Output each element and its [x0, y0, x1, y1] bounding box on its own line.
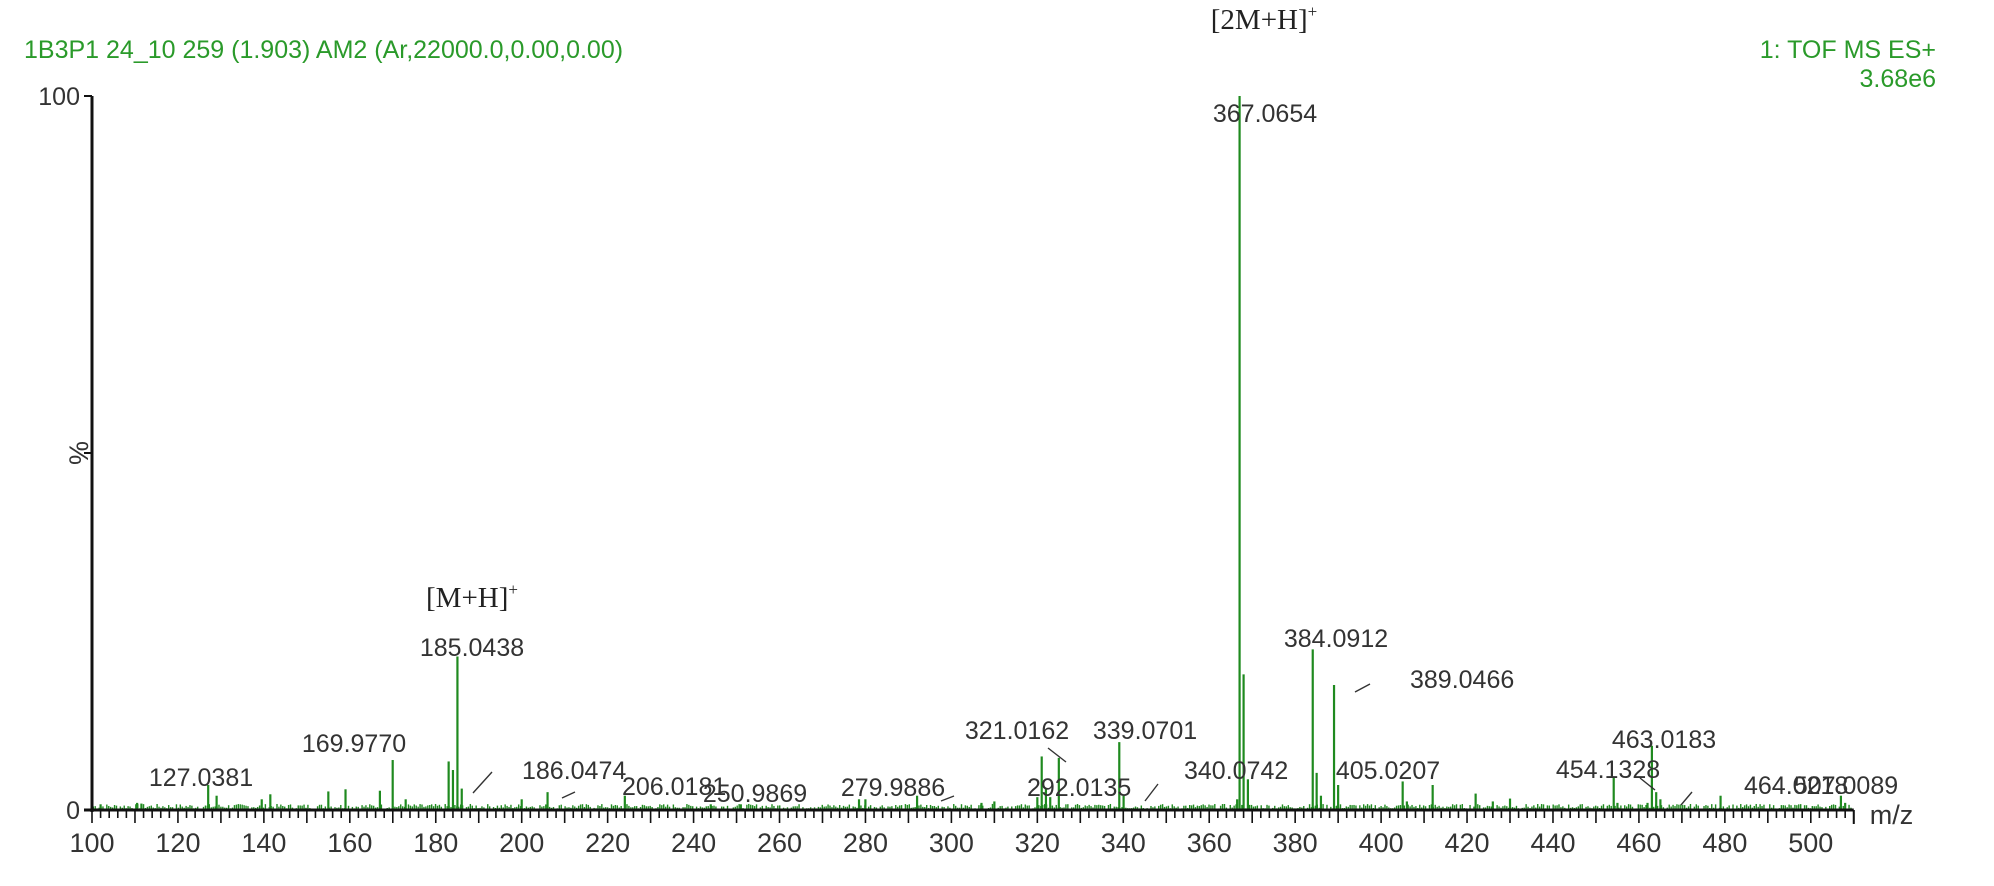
x-tick-label: 480	[1702, 828, 1747, 858]
x-tick-label: 500	[1788, 828, 1833, 858]
y-axis-label: %	[64, 441, 94, 465]
x-tick-label: 380	[1273, 828, 1318, 858]
x-tick-label: 300	[929, 828, 974, 858]
peak-label: 206.0181	[622, 773, 726, 801]
annotation-charge: +	[1307, 2, 1318, 21]
y-tick-label-min: 0	[66, 797, 80, 825]
x-tick-label: 180	[413, 828, 458, 858]
x-tick-label: 340	[1101, 828, 1146, 858]
peak-label: 454.1328	[1556, 756, 1660, 784]
label-leader-lines	[472, 683, 1693, 806]
peak-label: 185.0438	[420, 634, 524, 662]
peak-label: 463.0183	[1612, 726, 1716, 754]
peak-label: 169.9770	[302, 730, 406, 758]
x-tick-label: 220	[585, 828, 630, 858]
x-tick-label: 280	[843, 828, 888, 858]
peak-label: 250.9869	[703, 780, 807, 808]
x-tick-label: 200	[499, 828, 544, 858]
x-tick-label: 140	[241, 828, 286, 858]
function-label: 1: TOF MS ES+	[1759, 36, 1936, 64]
x-tick-label: 160	[327, 828, 372, 858]
peak-label: 321.0162	[965, 717, 1069, 745]
peak-label: 405.0207	[1336, 757, 1440, 785]
x-tick-label: 260	[757, 828, 802, 858]
x-tick-label: 440	[1530, 828, 1575, 858]
peak-label: 279.9886	[841, 774, 945, 802]
peak-label: 464.0218	[1744, 772, 1848, 800]
sample-info-header: 1B3P1 24_10 259 (1.903) AM2 (Ar,22000.0,…	[24, 36, 624, 64]
axes: 100 120 140 160 180 200 220 240 260 280 300 320 340 3…	[38, 83, 1913, 858]
acquisition-info-header: 1: TOF MS ES+ 3.68e6	[1760, 36, 1936, 94]
peak-label: 127.0381	[149, 764, 253, 792]
annotation-2m-plus-h: [2M+H]+	[1211, 2, 1318, 37]
spectrum-peaks	[99, 96, 1847, 810]
x-tick-label: 120	[155, 828, 200, 858]
x-axis-label: m/z	[1870, 800, 1914, 830]
y-tick-label-max: 100	[38, 83, 80, 111]
x-tick-label: 240	[671, 828, 716, 858]
annotation-charge: +	[508, 580, 518, 599]
annotation-text: [2M+H]	[1210, 4, 1308, 36]
annotation-text: [M+H]	[426, 582, 509, 614]
peak-label: 384.0912	[1284, 625, 1388, 653]
peak-labels: 127.0381 169.9770 185.0438 186.0474206.0181…	[149, 100, 1898, 808]
x-tick-label: 420	[1445, 828, 1490, 858]
intensity-max-label: 3.68e6	[1859, 65, 1936, 93]
peak-label: 367.0654	[1213, 100, 1317, 128]
x-tick-label: 400	[1359, 828, 1404, 858]
x-tick-label: 460	[1616, 828, 1661, 858]
peak-label: 340.0742	[1184, 757, 1288, 785]
peak-label: 186.0474	[522, 757, 626, 785]
x-tick-label: 360	[1187, 828, 1232, 858]
x-tick-label: 100	[69, 828, 114, 858]
peak-label: 339.0701	[1093, 717, 1197, 745]
peak-label: 389.0466	[1410, 666, 1514, 694]
x-tick-label: 320	[1015, 828, 1060, 858]
peak-label: 292.0135	[1027, 774, 1131, 802]
peak-label: 507.0089	[1794, 772, 1898, 800]
annotation-m-plus-h: [M+H]+	[426, 580, 518, 615]
